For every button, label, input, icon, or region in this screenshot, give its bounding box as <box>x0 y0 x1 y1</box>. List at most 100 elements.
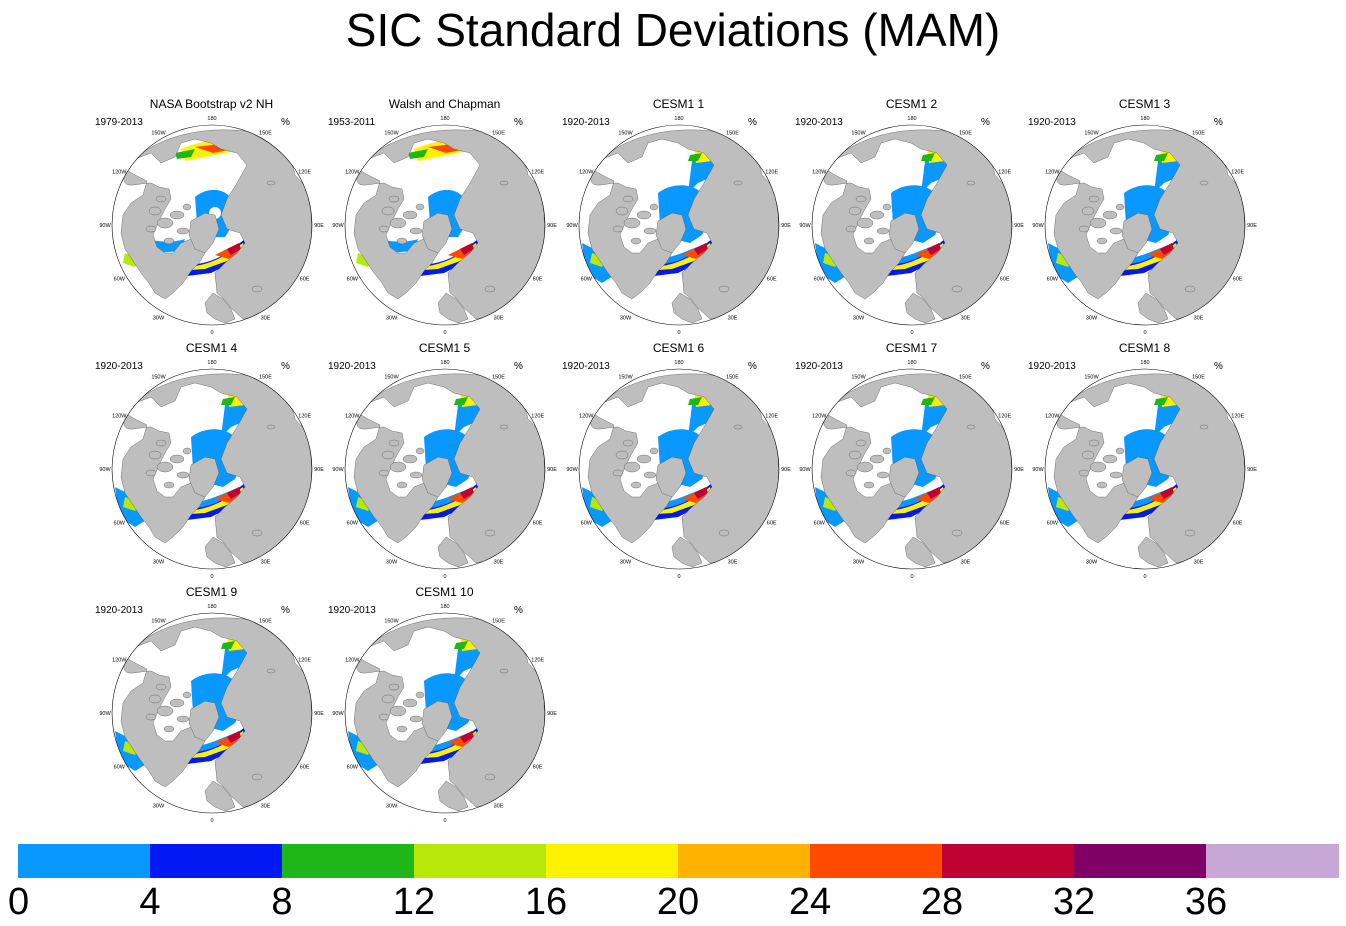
longitude-label: 30E <box>494 560 504 566</box>
panel-period: 1920-2013 <box>562 361 610 372</box>
longitude-label: 0 <box>443 330 446 336</box>
polar-map: 180 150E 120E 90E 60E 30E 0 30W 60W 90W 120W 150W <box>799 360 1024 580</box>
longitude-label: 60E <box>533 521 543 527</box>
colorbar-tick-label: 32 <box>1052 881 1096 923</box>
map-panel: CESM1 1 1920-2013% 180 150E 120E 90E 60E 30E 0 30… <box>562 97 795 338</box>
longitude-label: 150W <box>384 374 399 380</box>
polar-map: 180 150E 120E 90E 60E 30E 0 30W 60W 90W 120W 150W <box>1032 360 1257 580</box>
longitude-label: 180 <box>440 116 449 122</box>
longitude-label: 60W <box>581 521 593 527</box>
longitude-label: 90W <box>332 223 344 229</box>
panel-units: % <box>514 117 523 128</box>
longitude-label: 150E <box>492 374 505 380</box>
colorbar-swatch <box>810 844 943 878</box>
longitude-label: 180 <box>907 116 916 122</box>
longitude-label: 180 <box>674 360 683 366</box>
colorbar-swatch <box>18 844 151 878</box>
longitude-label: 90W <box>99 711 111 717</box>
longitude-label: 60W <box>814 521 826 527</box>
longitude-label: 90W <box>799 467 811 473</box>
longitude-label: 150W <box>151 130 166 136</box>
polar-map: 180 150E 120E 90E 60E 30E 0 30W 60W 90W 120W 150W <box>799 116 1024 336</box>
panel-title: CESM1 5 <box>418 341 471 355</box>
longitude-label: 180 <box>440 604 449 610</box>
longitude-label: 60W <box>1047 277 1059 283</box>
colorbar <box>18 844 1339 878</box>
map-panel: CESM1 3 1920-2013% 180 150E 120E 90E 60E 30E 0 30… <box>1028 97 1261 338</box>
longitude-label: 30W <box>620 560 632 566</box>
longitude-label: 90E <box>1247 223 1257 229</box>
colorbar-swatch <box>942 844 1075 878</box>
longitude-label: 90E <box>781 467 791 473</box>
map-panel: CESM1 4 1920-2013% 180 150E 120E 90E 60E 30E 0 30… <box>95 341 328 582</box>
longitude-label: 0 <box>443 818 446 824</box>
longitude-label: 150W <box>151 374 166 380</box>
polar-map: 180 150E 120E 90E 60E 30E 0 30W 60W 90W 120W 150W <box>332 604 557 824</box>
longitude-label: 90E <box>547 223 557 229</box>
longitude-label: 120W <box>112 658 127 664</box>
colorbar-tick-label: 8 <box>271 881 293 923</box>
longitude-label: 90E <box>547 711 557 717</box>
colorbar-swatch <box>414 844 547 878</box>
longitude-label: 60W <box>114 277 126 283</box>
longitude-label: 30W <box>153 560 165 566</box>
colorbar-swatch <box>282 844 415 878</box>
longitude-label: 120W <box>1045 414 1060 420</box>
panel-title: CESM1 6 <box>652 341 705 355</box>
panel-period: 1953-2011 <box>328 117 376 128</box>
longitude-label: 30W <box>853 560 865 566</box>
map-panel: CESM1 10 1920-2013% 180 150E 120E 90E 60E 30E 0 3… <box>328 585 561 826</box>
longitude-label: 0 <box>210 574 213 580</box>
longitude-label: 120E <box>765 170 778 176</box>
panel-title: CESM1 9 <box>185 585 238 599</box>
map-panels: NASA Bootstrap v2 NH 1979-2013% 180 150E 120… <box>95 97 1261 826</box>
colorbar-swatch <box>1206 844 1339 878</box>
longitude-label: 120E <box>298 414 311 420</box>
polar-map: 180 150E 120E 90E 60E 30E 0 30W 60W 90W 120W 150W <box>332 116 557 336</box>
longitude-label: 90E <box>1014 467 1024 473</box>
longitude-label: 30W <box>386 804 398 810</box>
longitude-label: 150W <box>1084 374 1099 380</box>
polar-map: 180 150E 120E 90E 60E 30E 0 30W 60W 90W 120W 150W <box>566 360 791 580</box>
longitude-label: 30E <box>261 316 271 322</box>
longitude-label: 30W <box>153 804 165 810</box>
longitude-label: 30E <box>261 804 271 810</box>
polar-map: 180 150E 120E 90E 60E 30E 0 30W 60W 90W 120W 150W <box>99 116 324 336</box>
polar-map: 180 150E 120E 90E 60E 30E 0 30W 60W 90W 120W 150W <box>332 360 557 580</box>
longitude-label: 150W <box>618 374 633 380</box>
panel-period: 1920-2013 <box>95 605 143 616</box>
longitude-label: 180 <box>207 116 216 122</box>
longitude-label: 60E <box>1000 277 1010 283</box>
longitude-label: 90E <box>314 223 324 229</box>
longitude-label: 0 <box>443 574 446 580</box>
longitude-label: 30W <box>153 316 165 322</box>
longitude-label: 120E <box>998 414 1011 420</box>
longitude-label: 150E <box>259 130 272 136</box>
longitude-label: 0 <box>210 818 213 824</box>
polar-map: 180 150E 120E 90E 60E 30E 0 30W 60W 90W 120W 150W <box>1032 116 1257 336</box>
longitude-label: 150W <box>151 618 166 624</box>
panel-period: 1920-2013 <box>328 605 376 616</box>
longitude-label: 30W <box>1086 560 1098 566</box>
colorbar-tick-label: 20 <box>656 881 700 923</box>
longitude-label: 30E <box>728 316 738 322</box>
longitude-label: 150W <box>1084 130 1099 136</box>
longitude-label: 90W <box>99 223 111 229</box>
longitude-label: 120W <box>812 170 827 176</box>
panel-units: % <box>748 361 757 372</box>
longitude-label: 120W <box>345 170 360 176</box>
longitude-label: 120W <box>579 414 594 420</box>
map-panel: Walsh and Chapman 1953-2011% 180 150E 120E 90… <box>328 97 561 338</box>
longitude-label: 60E <box>300 765 310 771</box>
longitude-label: 150E <box>1192 130 1205 136</box>
longitude-label: 60W <box>114 765 126 771</box>
longitude-label: 30W <box>853 316 865 322</box>
panel-units: % <box>281 605 290 616</box>
longitude-label: 150E <box>492 618 505 624</box>
longitude-label: 30E <box>1194 560 1204 566</box>
polar-map: 180 150E 120E 90E 60E 30E 0 30W 60W 90W 120W 150W <box>99 604 324 824</box>
panel-period: 1920-2013 <box>795 117 843 128</box>
longitude-label: 90E <box>781 223 791 229</box>
longitude-label: 150W <box>618 130 633 136</box>
panel-units: % <box>281 117 290 128</box>
